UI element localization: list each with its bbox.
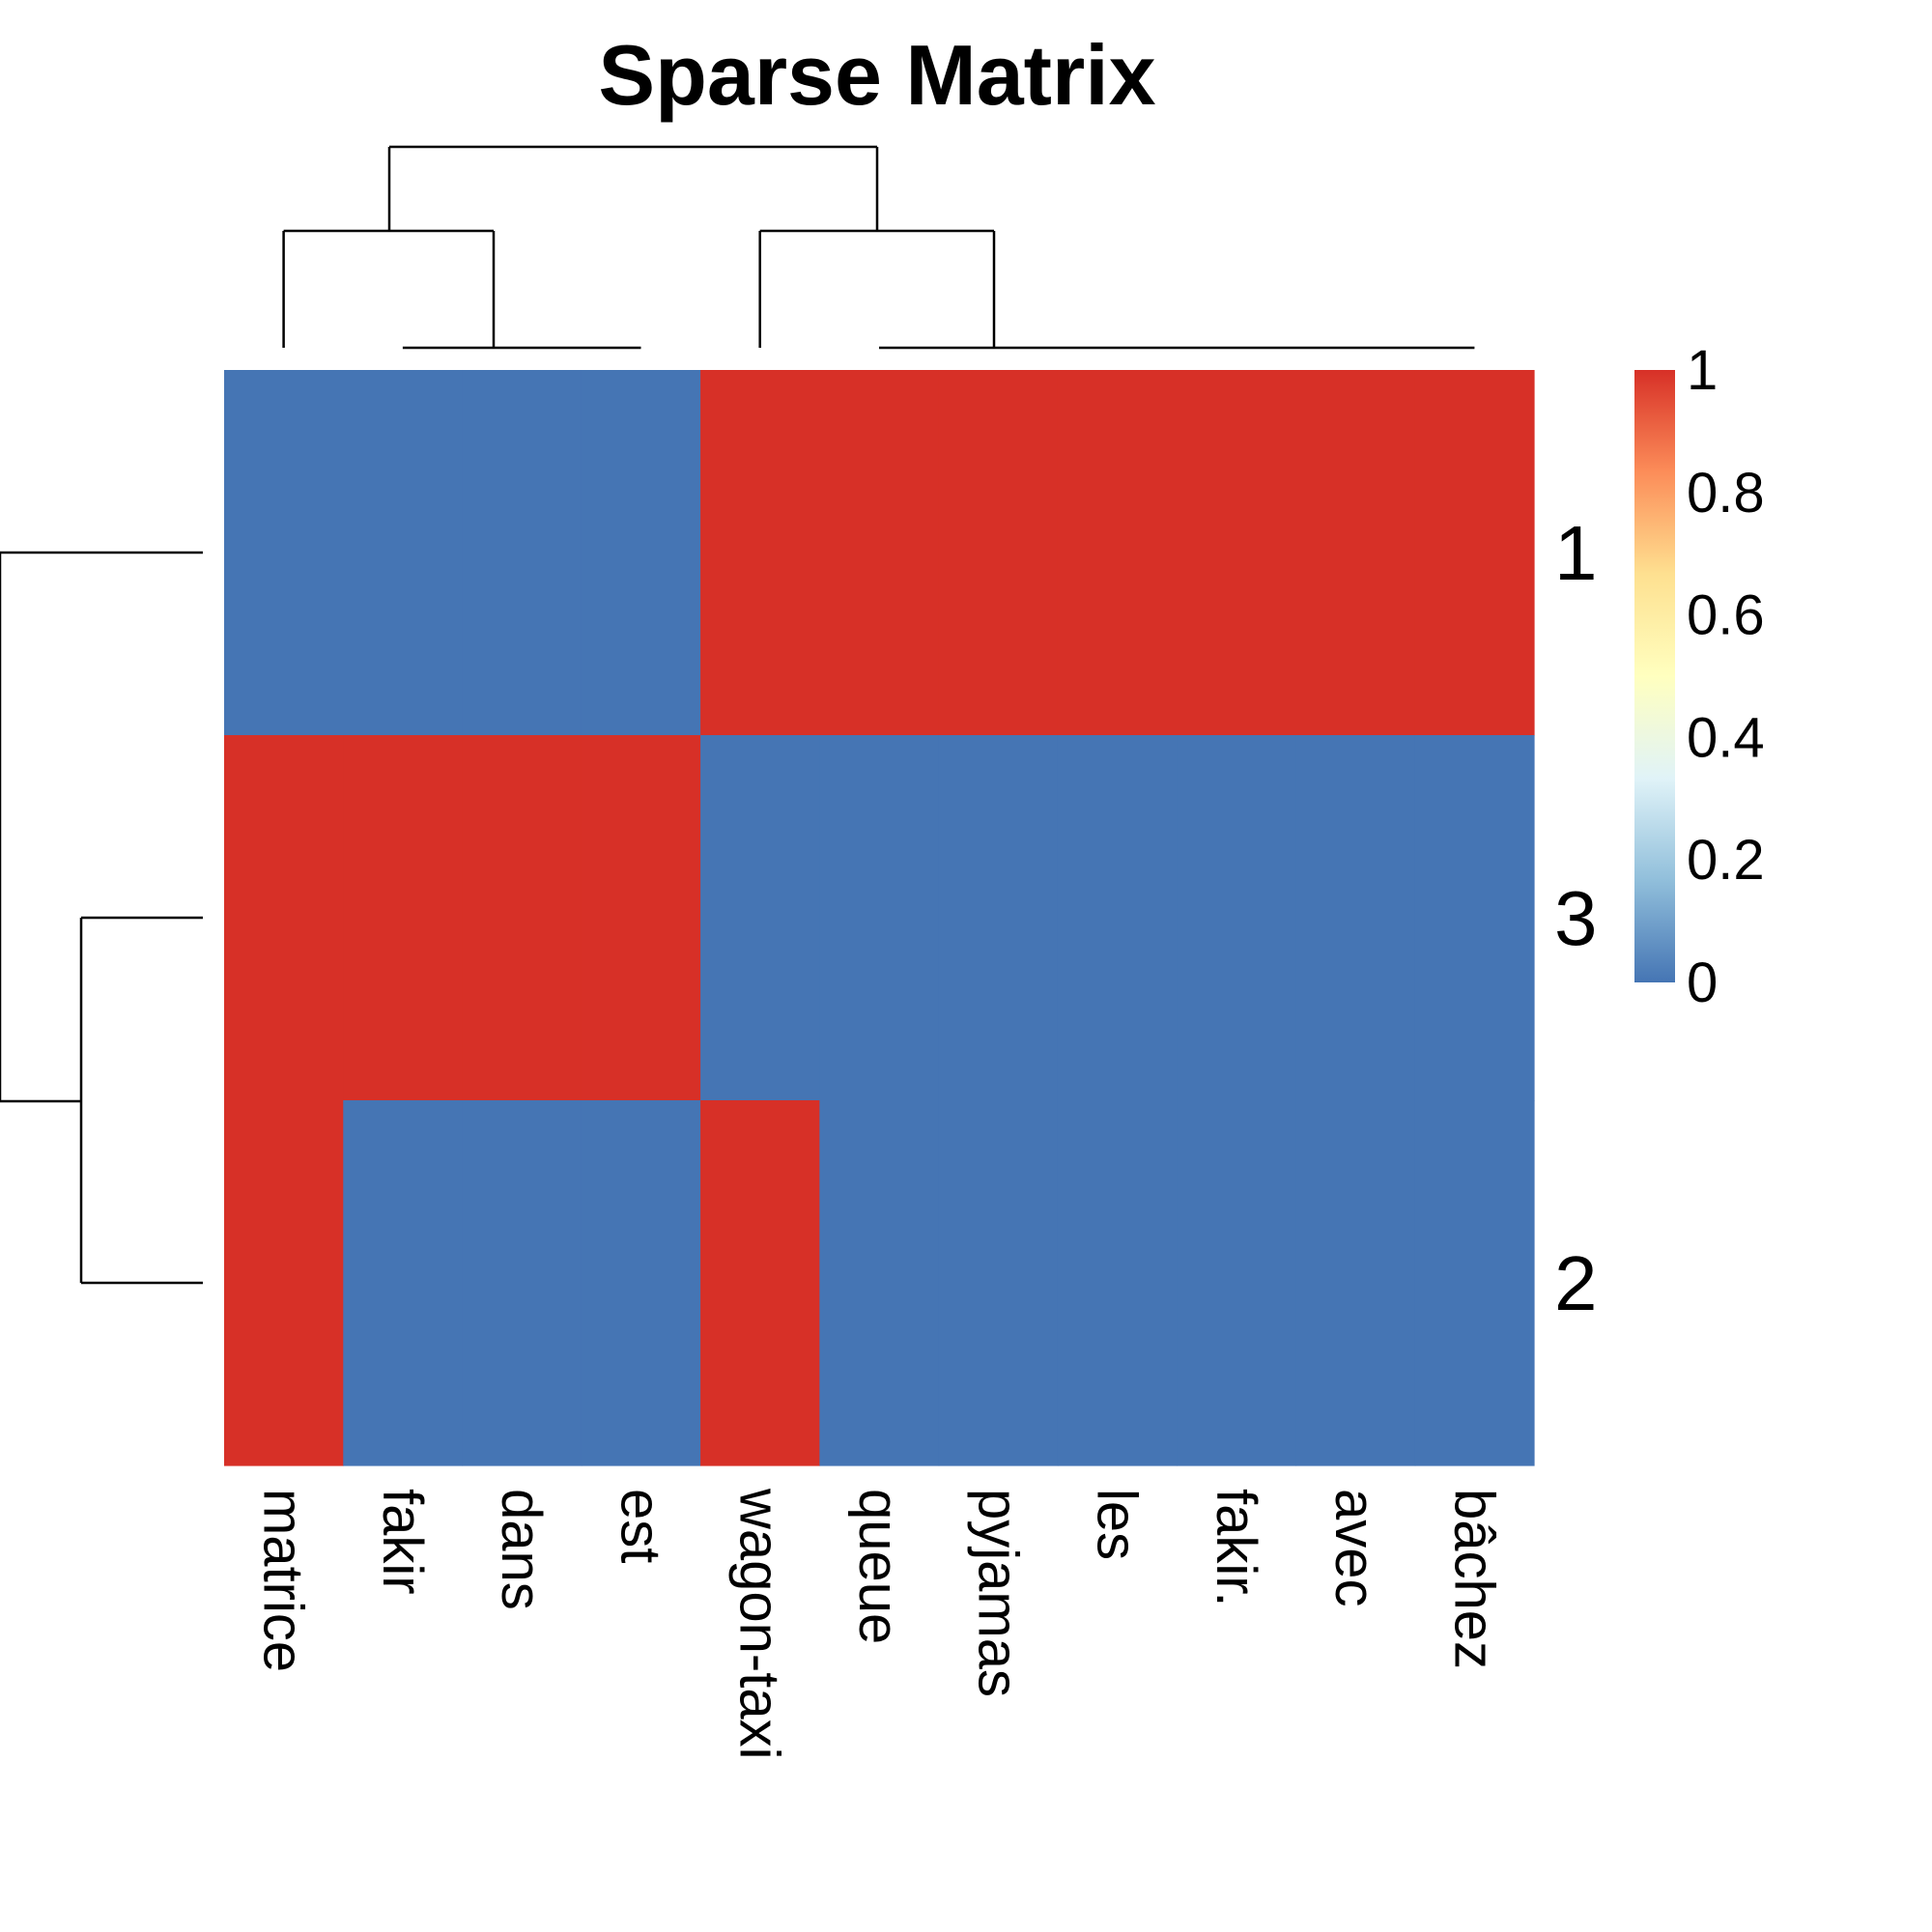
- heatmap-cell-2-9: [1295, 1100, 1416, 1466]
- heatmap-cell-3-1: [343, 735, 464, 1101]
- heatmap-cell-2-1: [343, 1100, 464, 1466]
- heatmap-cell-1-9: [1295, 370, 1416, 736]
- heatmap-cell-1-2: [462, 370, 582, 736]
- heatmap-cell-2-0: [224, 1100, 344, 1466]
- column-labels: matrice fakir dans est wagon-taxi queue pyjama…: [252, 1488, 1506, 1759]
- legend-tick-label: 0.6: [1687, 584, 1765, 647]
- heatmap-cell-2-4: [700, 1100, 820, 1466]
- heatmap-cell-2-8: [1177, 1100, 1297, 1466]
- column-label-7: les: [1086, 1489, 1149, 1560]
- column-label-2: dans: [490, 1489, 553, 1610]
- heatmap-cell-2-7: [1057, 1100, 1178, 1466]
- heatmap-cell-3-7: [1057, 735, 1178, 1101]
- column-label-0: matrice: [252, 1489, 315, 1672]
- column-label-4: wagon-taxi: [728, 1488, 791, 1759]
- heatmap-cell-1-1: [343, 370, 464, 736]
- column-label-9: avec: [1323, 1489, 1386, 1607]
- heatmap-cell-3-6: [938, 735, 1059, 1101]
- legend-tick-label: 0.4: [1687, 706, 1765, 769]
- column-label-5: queue: [847, 1489, 910, 1644]
- heatmap-cell-2-10: [1414, 1100, 1535, 1466]
- legend-tick-label: 0.2: [1687, 829, 1765, 892]
- legend-tick-label: 0.8: [1687, 462, 1765, 525]
- heatmap-cell-1-3: [581, 370, 701, 736]
- heatmap-cell-3-8: [1177, 735, 1297, 1101]
- legend-color-bar: [1634, 370, 1675, 982]
- heatmap-cell-1-10: [1414, 370, 1535, 736]
- heatmap-cell-3-0: [224, 735, 344, 1101]
- heatmap-cell-2-2: [462, 1100, 582, 1466]
- row-label-3: 3: [1554, 875, 1598, 961]
- heatmap-cell-2-3: [581, 1100, 701, 1466]
- row-labels: 1 3 2: [1554, 510, 1598, 1326]
- chart-title: Sparse Matrix: [598, 27, 1155, 123]
- column-label-10: bâchez: [1442, 1489, 1505, 1669]
- heatmap-cells: [224, 370, 1535, 1466]
- legend-tick-label: 0: [1687, 952, 1718, 1014]
- column-label-1: fakir: [371, 1489, 434, 1595]
- heatmap-cell-3-10: [1414, 735, 1535, 1101]
- heatmap-cell-1-8: [1177, 370, 1297, 736]
- column-label-8: fakir.: [1205, 1489, 1267, 1607]
- row-dendrogram: [0, 551, 203, 1285]
- column-label-3: est: [610, 1489, 672, 1563]
- heatmap-cell-2-6: [938, 1100, 1059, 1466]
- column-label-6: pyjamas: [966, 1489, 1029, 1697]
- row-label-2: 2: [1554, 1240, 1598, 1326]
- heatmap-cell-3-3: [581, 735, 701, 1101]
- heatmap-cell-3-5: [819, 735, 940, 1101]
- heatmap-cell-3-4: [700, 735, 820, 1101]
- heatmap-cell-1-5: [819, 370, 940, 736]
- row-label-1: 1: [1554, 510, 1598, 596]
- heatmap-cell-1-4: [700, 370, 820, 736]
- heatmap-cell-1-7: [1057, 370, 1178, 736]
- heatmap-cell-3-9: [1295, 735, 1416, 1101]
- heatmap-cell-1-6: [938, 370, 1059, 736]
- heatmap-cell-1-0: [224, 370, 344, 736]
- heatmap-cell-2-5: [819, 1100, 940, 1466]
- heatmap-cell-3-2: [462, 735, 582, 1101]
- color-legend: 0 0.2 0.4 0.6 0.8 1: [1634, 339, 1765, 1014]
- column-dendrogram: [282, 145, 1475, 350]
- legend-tick-label: 1: [1687, 339, 1718, 402]
